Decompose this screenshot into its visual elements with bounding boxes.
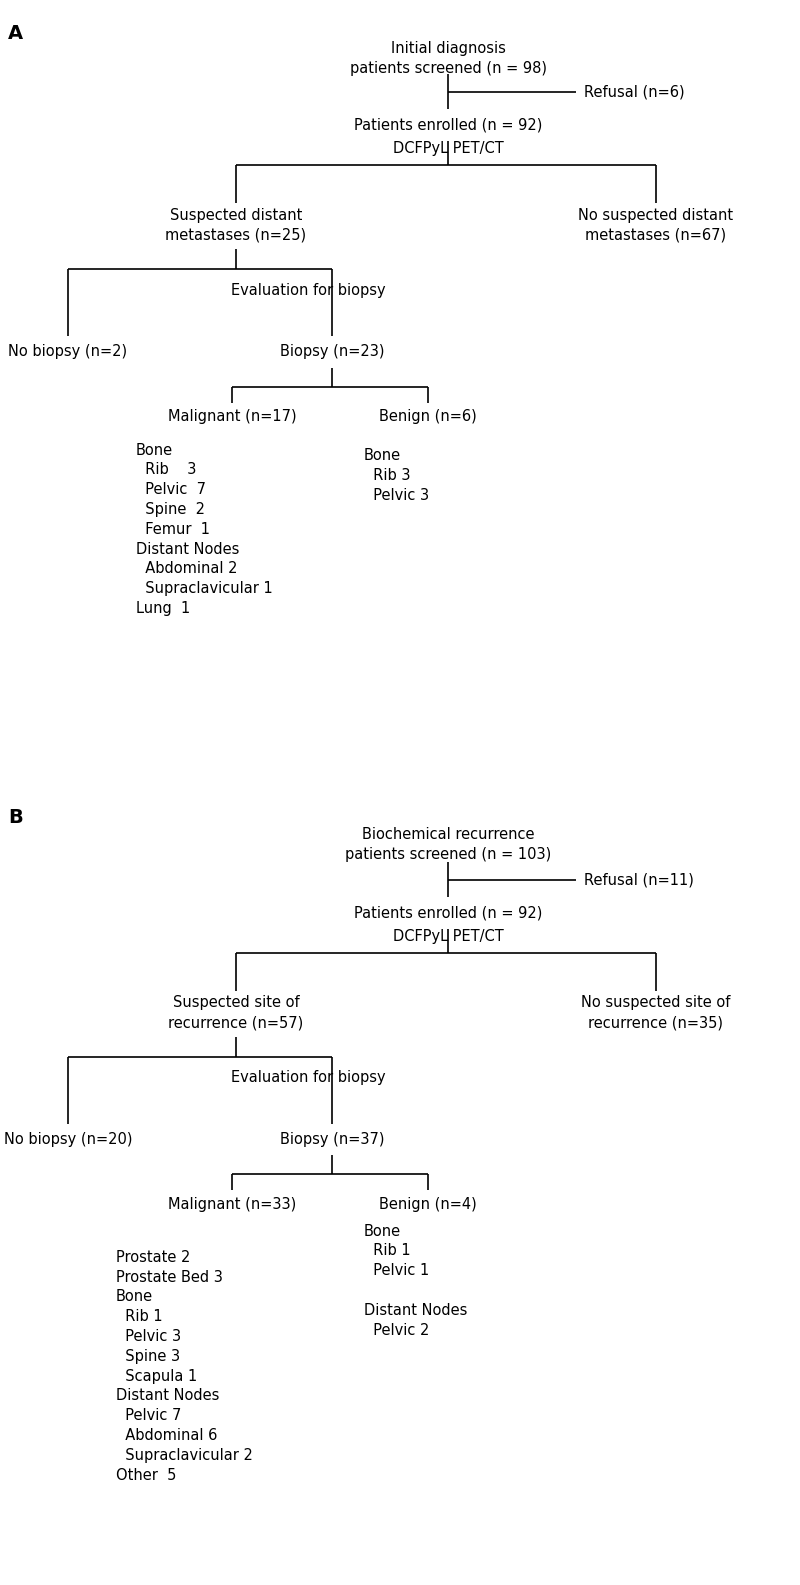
Text: Patients enrolled (n = 92): Patients enrolled (n = 92) <box>354 905 542 921</box>
Text: Refusal (n=11): Refusal (n=11) <box>584 872 694 888</box>
Text: Refusal (n=6): Refusal (n=6) <box>584 84 685 100</box>
Text: No biopsy (n=20): No biopsy (n=20) <box>4 1132 132 1148</box>
Text: Benign (n=6): Benign (n=6) <box>379 409 477 425</box>
Text: No suspected distant
metastases (n=67): No suspected distant metastases (n=67) <box>578 208 734 243</box>
Text: Patients enrolled (n = 92): Patients enrolled (n = 92) <box>354 117 542 133</box>
Text: Suspected site of
recurrence (n=57): Suspected site of recurrence (n=57) <box>168 995 304 1030</box>
Text: Initial diagnosis
patients screened (n = 98): Initial diagnosis patients screened (n =… <box>350 41 546 76</box>
Text: Bone
  Rib    3
  Pelvic  7
  Spine  2
  Femur  1
Distant Nodes
  Abdominal 2
  : Bone Rib 3 Pelvic 7 Spine 2 Femur 1 Dist… <box>136 442 273 617</box>
Text: A: A <box>8 24 23 43</box>
Text: Biopsy (n=23): Biopsy (n=23) <box>280 344 384 360</box>
Text: DCFPyL PET/CT: DCFPyL PET/CT <box>393 929 503 945</box>
Text: Malignant (n=33): Malignant (n=33) <box>168 1197 296 1213</box>
Text: Prostate 2
Prostate Bed 3
Bone
  Rib 1
  Pelvic 3
  Spine 3
  Scapula 1
Distant : Prostate 2 Prostate Bed 3 Bone Rib 1 Pel… <box>116 1251 253 1482</box>
Text: DCFPyL PET/CT: DCFPyL PET/CT <box>393 141 503 157</box>
Text: Benign (n=4): Benign (n=4) <box>379 1197 477 1213</box>
Text: Biopsy (n=37): Biopsy (n=37) <box>280 1132 384 1148</box>
Text: No biopsy (n=2): No biopsy (n=2) <box>9 344 127 360</box>
Text: Evaluation for biopsy: Evaluation for biopsy <box>230 282 386 298</box>
Text: Biochemical recurrence
patients screened (n = 103): Biochemical recurrence patients screened… <box>345 827 551 862</box>
Text: Evaluation for biopsy: Evaluation for biopsy <box>230 1070 386 1086</box>
Text: Suspected distant
metastases (n=25): Suspected distant metastases (n=25) <box>166 208 306 243</box>
Text: B: B <box>8 808 22 827</box>
Text: Bone
  Rib 1
  Pelvic 1

Distant Nodes
  Pelvic 2: Bone Rib 1 Pelvic 1 Distant Nodes Pelvic… <box>364 1224 467 1338</box>
Text: Bone
  Rib 3
  Pelvic 3: Bone Rib 3 Pelvic 3 <box>364 449 429 502</box>
Text: No suspected site of
recurrence (n=35): No suspected site of recurrence (n=35) <box>582 995 730 1030</box>
Text: Malignant (n=17): Malignant (n=17) <box>168 409 296 425</box>
